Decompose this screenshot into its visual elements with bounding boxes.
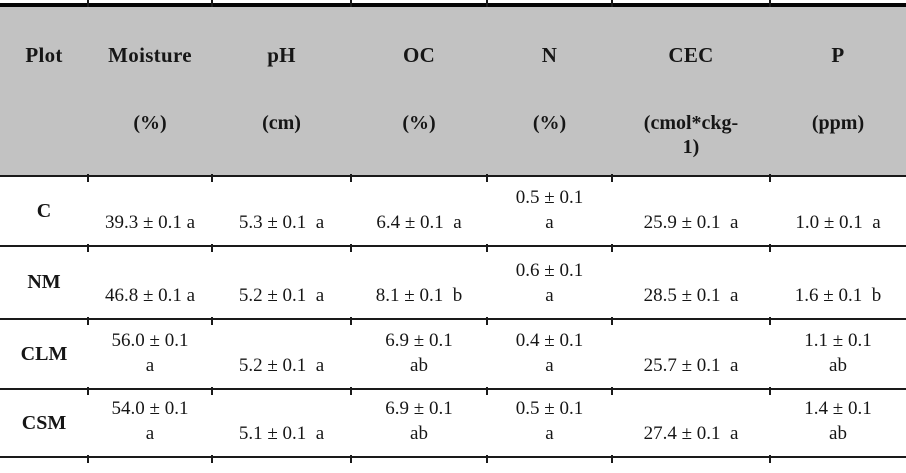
soil-properties-table: Plot Moisture (%) pH (cm) OC (%) N (% xyxy=(0,7,906,458)
column-label: N xyxy=(541,43,558,67)
column-separator-tick xyxy=(769,0,771,7)
table-row: CSM 54.0 ± 0.1 a 5.1 ± 0.1 a 6.9 ± 0.1 a… xyxy=(0,389,906,458)
header-row: Plot Moisture (%) pH (cm) OC (%) N (% xyxy=(0,7,906,177)
column-separator-tick xyxy=(211,0,213,7)
cell-oc: 6.4 ± 0.1 a xyxy=(351,176,487,247)
column-header-moisture: Moisture (%) xyxy=(88,7,212,177)
column-unit: (ppm) xyxy=(811,112,865,135)
column-separator-tick xyxy=(611,387,613,395)
column-separator-tick xyxy=(769,455,771,463)
column-header-cec: CEC (cmol*ckg- 1) xyxy=(612,7,770,177)
cell-oc: 6.9 ± 0.1 ab xyxy=(351,319,487,390)
column-separator-tick xyxy=(486,0,488,7)
cell-n: 0.6 ± 0.1 a xyxy=(487,246,612,320)
cell-ph: 5.3 ± 0.1 a xyxy=(212,176,351,247)
column-unit: (cm) xyxy=(262,112,301,135)
column-separator-tick xyxy=(87,387,89,395)
column-separator-tick xyxy=(769,387,771,395)
column-unit: (%) xyxy=(133,112,167,135)
column-separator-tick xyxy=(211,455,213,463)
cell-moisture: 46.8 ± 0.1 a xyxy=(88,246,212,320)
column-separator-tick xyxy=(87,0,89,7)
column-separator-tick xyxy=(611,317,613,325)
row-label: CLM xyxy=(0,319,88,390)
cell-moisture: 39.3 ± 0.1 a xyxy=(88,176,212,247)
cell-ph: 5.1 ± 0.1 a xyxy=(212,389,351,458)
cell-oc: 6.9 ± 0.1 ab xyxy=(351,389,487,458)
cell-p: 1.0 ± 0.1 a xyxy=(770,176,906,247)
column-separator-tick xyxy=(211,174,213,182)
cell-cec: 28.5 ± 0.1 a xyxy=(612,246,770,320)
cell-cec: 27.4 ± 0.1 a xyxy=(612,389,770,458)
column-unit: (cmol*ckg- 1) xyxy=(643,112,739,159)
table-row: CLM 56.0 ± 0.1 a 5.2 ± 0.1 a 6.9 ± 0.1 a… xyxy=(0,319,906,390)
column-separator-tick xyxy=(87,455,89,463)
column-separator-tick xyxy=(87,244,89,252)
column-header-ph: pH (cm) xyxy=(212,7,351,177)
cell-ph: 5.2 ± 0.1 a xyxy=(212,319,351,390)
table-row: C 39.3 ± 0.1 a 5.3 ± 0.1 a 6.4 ± 0.1 a 0… xyxy=(0,176,906,247)
column-header-plot: Plot xyxy=(0,7,88,177)
cell-cec: 25.9 ± 0.1 a xyxy=(612,176,770,247)
column-separator-tick xyxy=(769,244,771,252)
column-separator-tick xyxy=(486,244,488,252)
column-separator-tick xyxy=(87,174,89,182)
column-separator-tick xyxy=(486,317,488,325)
column-separator-tick xyxy=(350,244,352,252)
column-separator-tick xyxy=(350,174,352,182)
column-separator-tick xyxy=(350,455,352,463)
column-separator-tick xyxy=(87,317,89,325)
row-label: CSM xyxy=(0,389,88,458)
cell-p: 1.1 ± 0.1 ab xyxy=(770,319,906,390)
column-separator-tick xyxy=(769,317,771,325)
column-label: Plot xyxy=(25,43,63,67)
column-separator-tick xyxy=(350,387,352,395)
cell-ph: 5.2 ± 0.1 a xyxy=(212,246,351,320)
cell-n: 0.5 ± 0.1 a xyxy=(487,176,612,247)
cell-cec: 25.7 ± 0.1 a xyxy=(612,319,770,390)
column-separator-tick xyxy=(486,174,488,182)
column-separator-tick xyxy=(611,174,613,182)
column-separator-tick xyxy=(350,317,352,325)
cell-p: 1.4 ± 0.1 ab xyxy=(770,389,906,458)
column-separator-tick xyxy=(211,387,213,395)
row-label: NM xyxy=(0,246,88,320)
column-label: OC xyxy=(402,43,436,67)
column-separator-tick xyxy=(350,0,352,7)
column-label: pH xyxy=(267,43,296,67)
column-separator-tick xyxy=(611,244,613,252)
column-separator-tick xyxy=(211,244,213,252)
cell-moisture: 56.0 ± 0.1 a xyxy=(88,319,212,390)
column-label: CEC xyxy=(668,43,714,67)
cell-moisture: 54.0 ± 0.1 a xyxy=(88,389,212,458)
column-separator-tick xyxy=(486,455,488,463)
column-unit: (%) xyxy=(402,112,436,135)
row-label: C xyxy=(0,176,88,247)
column-label: P xyxy=(831,43,845,67)
column-separator-tick xyxy=(486,387,488,395)
cell-p: 1.6 ± 0.1 b xyxy=(770,246,906,320)
top-rule xyxy=(0,3,906,7)
column-header-oc: OC (%) xyxy=(351,7,487,177)
cell-oc: 8.1 ± 0.1 b xyxy=(351,246,487,320)
column-separator-tick xyxy=(611,0,613,7)
cell-n: 0.5 ± 0.1 a xyxy=(487,389,612,458)
column-separator-tick xyxy=(769,174,771,182)
column-label: Moisture xyxy=(108,43,192,67)
column-separator-tick xyxy=(211,317,213,325)
cell-n: 0.4 ± 0.1 a xyxy=(487,319,612,390)
column-unit: (%) xyxy=(532,112,567,135)
column-header-n: N (%) xyxy=(487,7,612,177)
column-header-p: P (ppm) xyxy=(770,7,906,177)
table-row: NM 46.8 ± 0.1 a 5.2 ± 0.1 a 8.1 ± 0.1 b … xyxy=(0,246,906,320)
column-separator-tick xyxy=(611,455,613,463)
